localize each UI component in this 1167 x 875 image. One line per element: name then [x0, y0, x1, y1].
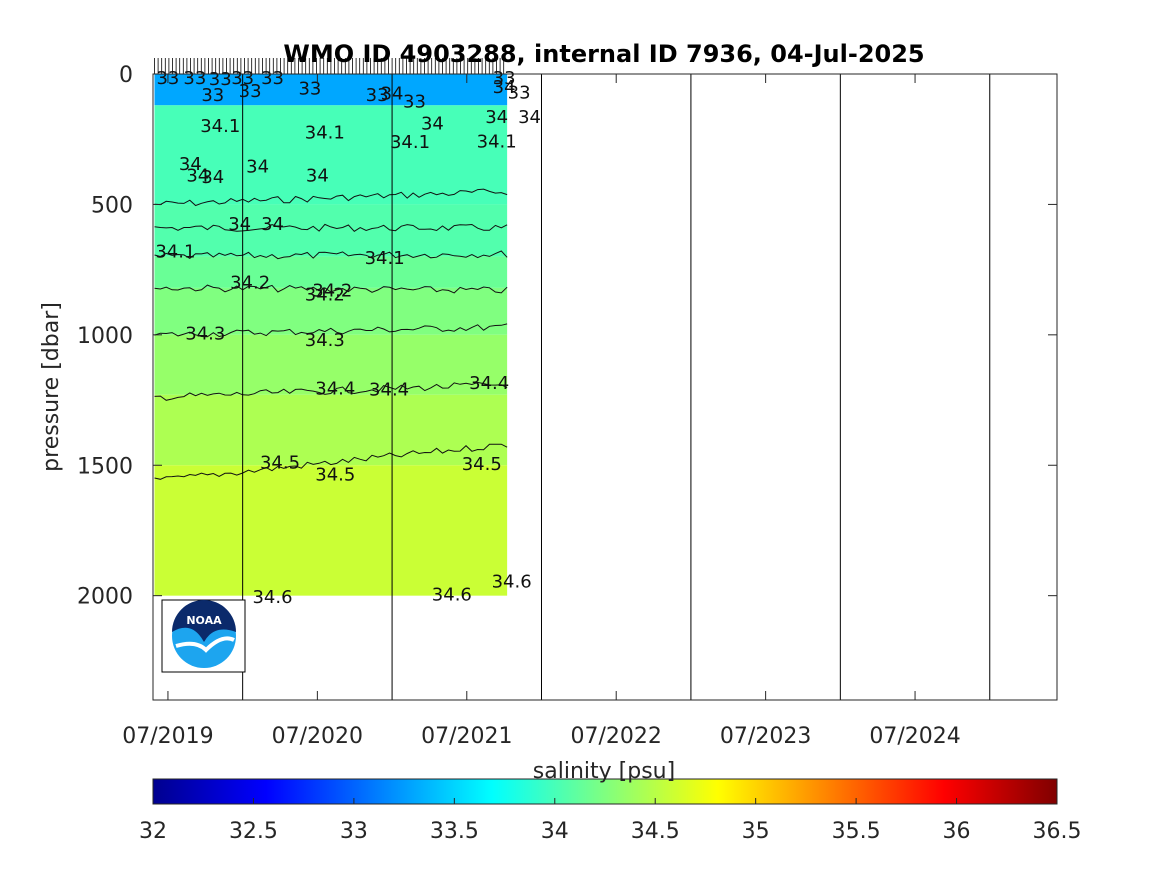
x-tick-label: 07/2020	[272, 724, 363, 749]
noaa-logo: NOAA	[161, 599, 246, 673]
contour-label: 34.2	[305, 284, 345, 305]
contour-34.2-3	[154, 284, 508, 294]
x-tick-label: 07/2022	[571, 724, 662, 749]
salinity-layer-7	[154, 465, 508, 596]
y-tick-label: 2000	[77, 585, 133, 610]
contour-label: 34	[421, 114, 444, 135]
y-tick-label: 1000	[77, 324, 133, 349]
salinity-layer-6	[154, 394, 508, 466]
contour-34-1	[154, 223, 508, 232]
colorbar-label: salinity [psu]	[533, 759, 675, 784]
contour-label: 34.1	[365, 248, 405, 269]
salinity-fill	[154, 74, 508, 596]
contour-label: 34.3	[185, 324, 225, 345]
x-tick-label: 07/2019	[122, 724, 213, 749]
contour-label: 34.1	[200, 116, 240, 137]
contour-label: 34	[201, 167, 224, 188]
colorbar-tick-label: 32	[139, 819, 167, 844]
contour-label: 34.4	[469, 373, 509, 394]
contour-label: 34	[246, 157, 269, 178]
y-tick-label: 0	[119, 63, 133, 88]
contour-label: 33	[366, 85, 389, 106]
y-axis-ticks: 0 500 1000 1500 2000	[77, 63, 1057, 610]
svg-text:NOAA: NOAA	[186, 614, 222, 627]
contour-label: 33	[183, 68, 206, 89]
contour-label: 34.4	[369, 380, 409, 401]
profile-ticks	[154, 58, 505, 74]
contour-label: 34	[381, 84, 404, 105]
contour-label: 34	[485, 107, 508, 128]
contour-34.1-0	[154, 188, 508, 207]
salinity-layer-3	[154, 256, 508, 288]
contour-label: 33	[201, 85, 224, 106]
colorbar-tick-label: 36.5	[1033, 819, 1082, 844]
contour-label: 34	[186, 166, 209, 187]
y-axis-label: pressure [dbar]	[39, 302, 64, 472]
colorbar-tick-label: 33	[340, 819, 368, 844]
contour-label: 34.1	[390, 132, 430, 153]
axes-box	[152, 73, 1058, 701]
salinity-layer-1	[154, 105, 508, 205]
salinity-layer-0	[154, 74, 508, 106]
colorbar-tick-label: 35.5	[832, 819, 881, 844]
x-tick-label: 07/2024	[869, 724, 960, 749]
contour-label: 34.5	[462, 454, 502, 475]
contour-34.3-4	[154, 323, 508, 338]
contour-label: 34	[306, 166, 329, 187]
contour-label: 34.6	[252, 587, 292, 608]
colorbar	[152, 778, 1058, 805]
x-tick-label: 07/2023	[720, 724, 811, 749]
contour-label: 33	[261, 68, 284, 89]
contour-label: 34.6	[492, 571, 532, 592]
salinity-layer-4	[154, 287, 508, 335]
contour-label: 34.2	[230, 273, 270, 294]
contour-label: 33	[239, 81, 262, 102]
contour-label: 33	[403, 91, 426, 112]
contour-label: 34.1	[155, 241, 195, 262]
contour-34.1-2	[154, 250, 508, 260]
y-tick-label: 500	[91, 193, 133, 218]
contour-label: 34.5	[315, 464, 355, 485]
contour-label: 33	[298, 78, 321, 99]
x-tick-label: 07/2021	[421, 724, 512, 749]
y-tick-label: 1500	[77, 454, 133, 479]
colorbar-tick-label: 34	[541, 819, 569, 844]
x-axis-ticks: 07/2019 07/2020 07/2021 07/2022 07/2023 07/20…	[122, 74, 961, 749]
contour-lines	[154, 188, 508, 480]
contour-label: 33	[493, 68, 516, 89]
salinity-layer-5	[154, 334, 508, 395]
axes-frame	[152, 73, 1058, 701]
colorbar-tick-label: 36	[943, 819, 971, 844]
colorbar-tick-label: 34.5	[631, 819, 680, 844]
contour-label: 34.1	[477, 131, 517, 152]
salinity-layer-2	[154, 204, 508, 257]
contour-label: 34	[261, 214, 284, 235]
contour-label: 34	[518, 107, 541, 128]
chart-title: WMO ID 4903288, internal ID 7936, 04-Jul…	[283, 40, 924, 68]
contour-label: 33	[508, 82, 531, 103]
contour-label: 34	[179, 154, 202, 175]
colorbar-tick-label: 32.5	[229, 819, 278, 844]
contour-label: 34.5	[260, 453, 300, 474]
contour-label: 34.1	[305, 123, 345, 144]
contour-label: 34.6	[432, 584, 472, 605]
contour-label: 34.3	[305, 330, 345, 351]
colorbar-tick-label: 33.5	[430, 819, 479, 844]
contour-label: 34.2	[312, 280, 352, 301]
contour-label: 34	[493, 77, 516, 98]
contour-34.5-6	[154, 443, 508, 480]
contour-34.4-5	[154, 381, 508, 401]
year-lines	[242, 74, 991, 700]
colorbar-tick-label: 35	[742, 819, 770, 844]
contour-label: 34	[228, 214, 251, 235]
contour-label: 33	[231, 68, 254, 89]
contour-label: 34.4	[315, 378, 355, 399]
colorbar-ticks: 32 32.5 33 33.5 34 34.5 35 35.5 36 36.5	[139, 798, 1081, 844]
